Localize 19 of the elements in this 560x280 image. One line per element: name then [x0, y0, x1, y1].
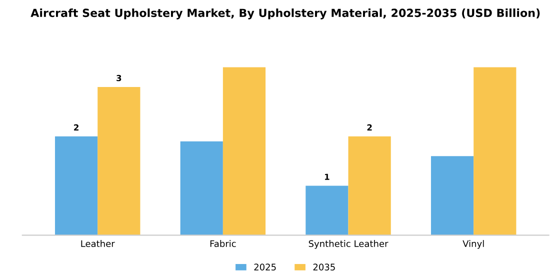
bar [306, 186, 348, 236]
legend-label: 2035 [313, 264, 335, 270]
bar [54, 136, 98, 236]
bar [222, 67, 266, 236]
bar [180, 141, 223, 236]
bar [474, 67, 516, 236]
chart-title: Aircraft Seat Upholstery Market, By Upholstery Material, 2025-2035 (USD Billion) [30, 8, 540, 20]
x-tick-label: Fabric [210, 240, 236, 248]
bar [348, 136, 391, 236]
legend-label: 2025 [254, 264, 276, 270]
data-label: 2 [74, 124, 78, 130]
data-label: 3 [116, 74, 122, 82]
bar [98, 86, 140, 236]
data-label: 1 [325, 174, 330, 180]
bar [430, 156, 474, 236]
data-label: 2 [367, 124, 372, 130]
x-tick-label: Synthetic Leather [308, 240, 388, 249]
x-tick-label: Leather [81, 240, 115, 248]
x-tick-label: Vinyl [462, 240, 484, 249]
